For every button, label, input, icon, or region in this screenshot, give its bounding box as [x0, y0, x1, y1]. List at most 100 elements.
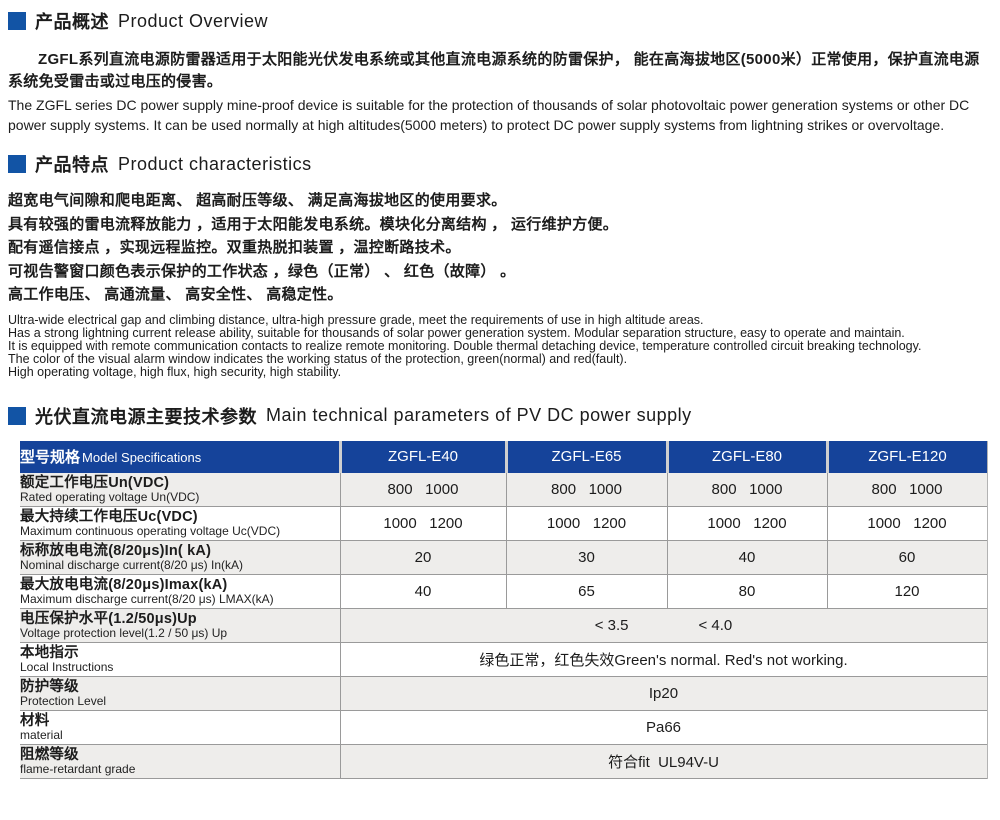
row-label-zh: 最大放电电流(8/20μs)Imax(kA) — [20, 577, 228, 593]
section-header-parameters: 光伏直流电源主要技术参数 Main technical parameters of… — [8, 403, 1000, 429]
row-label-en: Local Instructions — [20, 660, 114, 674]
row-label-en: Maximum discharge current(8/20 μs) LMAX(… — [20, 592, 274, 606]
merged-value-wrap: 符合fit UL94V-U — [341, 751, 987, 772]
row-label-en: Rated operating voltage Un(VDC) — [20, 489, 200, 504]
value-cell: 65 — [505, 574, 667, 609]
blue-square-icon — [8, 12, 26, 30]
value-cell: 20 — [414, 549, 432, 566]
characteristics-title-en: Product characteristics — [118, 153, 312, 174]
row-label-cell: 电压保护水平(1.2/50μs)Up Voltage protection lev… — [20, 608, 341, 643]
merged-value-cell: < 3.5 < 4.0 — [340, 608, 988, 643]
merged-value-wrap: Pa66 — [341, 719, 987, 736]
table-row: 最大持续工作电压Uc(VDC) Maximum continuous operat… — [20, 506, 988, 541]
row-label-cell: 最大持续工作电压Uc(VDC) Maximum continuous operat… — [20, 506, 341, 541]
table-row: 最大放电电流(8/20μs)Imax(kA) Maximum discharge … — [20, 574, 988, 609]
value-cell: 80 — [666, 574, 827, 609]
table-row: 防护等级 Protection Level Ip20 — [20, 676, 988, 711]
row-label-zh: 最大持续工作电压Uc(VDC) — [20, 509, 198, 525]
value-cell: 40 — [666, 540, 827, 575]
value-cell: 1000 1200 — [383, 515, 463, 532]
row-label-cell: 标称放电电流(8/20μs)In( kA) Nominal discharge c… — [20, 540, 341, 575]
merged-value-text: Pa66 — [645, 719, 682, 736]
overview-title-zh: 产品概述 — [35, 12, 109, 32]
value-cell: 1000 1200 — [666, 506, 827, 541]
row-label-zh: 材料 — [20, 713, 50, 729]
table-row: 额定工作电压Un(VDC) Rated operating voltage Un(… — [20, 472, 988, 507]
row-label-en: Protection Level — [20, 694, 107, 708]
feature-line-en: It is equipped with remote communication… — [8, 338, 922, 353]
feature-line-zh: 超宽电气间隙和爬电距离、 超高耐压等级、 满足高海拔地区的使用要求。 — [8, 192, 507, 209]
model-spec-header-en: Model Specifications — [82, 450, 202, 465]
value-cell: 1000 1200 — [505, 506, 667, 541]
merged-value-wrap: < 3.5 < 4.0 — [341, 617, 987, 634]
merged-value-cell: 符合fit UL94V-U — [340, 744, 988, 779]
model-column-header: ZGFL-E80 — [665, 440, 827, 473]
section-header-overview: 产品概述 Product Overview — [8, 8, 1000, 34]
table-header-row: 型号规格 Model Specifications ZGFL-E40 ZGFL-E6… — [20, 440, 988, 473]
feature-line-zh: 配有遥信接点 ，实现远程监控。双重热脱扣装置 ，温控断路技术。 — [8, 239, 461, 256]
table-row: 电压保护水平(1.2/50μs)Up Voltage protection lev… — [20, 608, 988, 643]
merged-value-wrap: 绿色正常，红色失效Green's normal. Red's not worki… — [341, 649, 987, 670]
value-cell: 800 1000 — [387, 480, 459, 498]
row-label-cell: 本地指示 Local Instructions — [20, 642, 341, 677]
merged-value-text: < 4.0 — [698, 617, 733, 634]
value-cell: 800 1000 — [505, 472, 667, 507]
row-label-zh: 电压保护水平(1.2/50μs)Up — [20, 611, 197, 627]
row-label-zh: 本地指示 — [20, 645, 79, 661]
merged-value-text: 符合fit UL94V-U — [608, 754, 719, 771]
model-specifications-header: 型号规格 Model Specifications — [20, 440, 340, 473]
merged-value-text: < 3.5 — [594, 617, 629, 634]
feature-line-en: Has a strong lightning current release a… — [8, 325, 905, 340]
row-label-en: material — [20, 728, 63, 742]
row-label-en: Voltage protection level(1.2 / 50 μs) Up — [20, 626, 228, 640]
section-header-characteristics: 产品特点 Product characteristics — [8, 151, 1000, 177]
table-row: 标称放电电流(8/20μs)In( kA) Nominal discharge c… — [20, 540, 988, 575]
merged-value-wrap: Ip20 — [341, 685, 987, 702]
merged-value-cell: Pa66 — [340, 710, 988, 745]
table-row: 本地指示 Local Instructions 绿色正常，红色失效Green's n… — [20, 642, 988, 677]
feature-line-en: Ultra-wide electrical gap and climbing d… — [8, 312, 704, 327]
row-label-zh: 防护等级 — [20, 679, 79, 695]
row-label-zh: 阻燃等级 — [20, 747, 79, 763]
row-label-cell: 额定工作电压Un(VDC) Rated operating voltage Un(… — [20, 472, 341, 507]
value-cell: 800 1000 — [826, 472, 988, 507]
parameters-table-body: 额定工作电压Un(VDC) Rated operating voltage Un(… — [20, 472, 988, 779]
value-cell: 60 — [826, 540, 988, 575]
row-label-cell: 阻燃等级 flame-retardant grade — [20, 744, 341, 779]
table-row: 材料 material Pa66 — [20, 710, 988, 745]
parameters-title-en: Main technical parameters of PV DC power… — [266, 405, 692, 425]
merged-value-cell: Ip20 — [340, 676, 988, 711]
value-cell: 1000 1200 — [826, 506, 988, 541]
parameters-title-zh: 光伏直流电源主要技术参数 — [35, 406, 257, 427]
row-label-cell: 防护等级 Protection Level — [20, 676, 341, 711]
model-spec-header-zh: 型号规格 — [20, 449, 81, 466]
table-row: 阻燃等级 flame-retardant grade 符合fit UL94V-U — [20, 744, 988, 779]
parameters-table: 型号规格 Model Specifications ZGFL-E40 ZGFL-E6… — [20, 440, 988, 780]
feature-line-en: The color of the visual alarm window ind… — [8, 351, 628, 366]
characteristics-title-zh: 产品特点 — [35, 155, 109, 175]
overview-title-en: Product Overview — [118, 10, 269, 31]
row-label-en: flame-retardant grade — [20, 762, 136, 776]
row-label-cell: 最大放电电流(8/20μs)Imax(kA) Maximum discharge … — [20, 574, 341, 609]
row-label-en: Maximum continuous operating voltage Uc(… — [20, 524, 281, 538]
value-cell: 40 — [414, 583, 432, 600]
blue-square-icon — [8, 155, 26, 173]
features-zh: 超宽电气间隙和爬电距离、 超高耐压等级、 满足高海拔地区的使用要求。具有较强的雷… — [8, 189, 1000, 307]
model-column-header: ZGFL-E120 — [825, 440, 988, 473]
merged-value-text: 绿色正常，红色失效Green's normal. Red's not worki… — [479, 652, 848, 669]
row-label-zh: 标称放电电流(8/20μs)In( kA) — [20, 543, 212, 559]
feature-line-en: High operating voltage, high flux, high … — [8, 364, 342, 379]
feature-line-zh: 具有较强的雷电流释放能力 ，适用于太阳能发电系统。模块化分离结构 ， 运行维护方… — [8, 215, 619, 233]
row-label-en: Nominal discharge current(8/20 μs) In(kA… — [20, 558, 243, 572]
model-column-header: ZGFL-E40 — [338, 440, 506, 473]
features-en: Ultra-wide electrical gap and climbing d… — [8, 312, 994, 379]
overview-paragraph-zh: ZGFL系列直流电源防雷器适用于太阳能光伏发电系统或其他直流电源系统的防雷保护，… — [8, 51, 980, 90]
overview-paragraph-en: The ZGFL series DC power supply mine-pro… — [8, 97, 970, 133]
row-label-cell: 材料 material — [20, 710, 341, 745]
feature-line-zh: 可视告警窗口颜色表示保护的工作状态 ，绿色（正常） 、 红色（故障） 。 — [8, 262, 516, 280]
value-cell: 30 — [505, 540, 667, 575]
value-cell: 120 — [826, 574, 988, 609]
merged-value-cell: 绿色正常，红色失效Green's normal. Red's not worki… — [340, 642, 988, 677]
feature-line-zh: 高工作电压、 高通流量、 高安全性、 高稳定性。 — [8, 286, 343, 303]
